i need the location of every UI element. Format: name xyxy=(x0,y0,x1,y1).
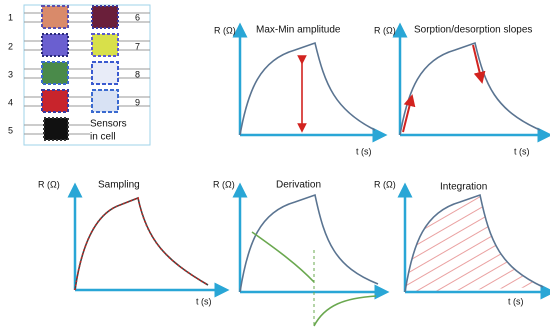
x-label: t (s) xyxy=(514,146,530,156)
response-curve xyxy=(74,196,209,291)
x-label: t (s) xyxy=(356,146,372,156)
panel-title: Sorption/desorption slopes xyxy=(414,25,532,36)
y-label: R (Ω) xyxy=(214,25,236,35)
panel: Max-Min amplitude R (Ω) t (s) xyxy=(214,22,388,156)
sensor xyxy=(41,33,69,57)
sensor-label: 5 xyxy=(8,125,13,135)
y-label: R (Ω) xyxy=(38,179,60,189)
panel-title: Max-Min amplitude xyxy=(256,25,341,36)
response-curve xyxy=(239,193,379,293)
response-curve xyxy=(399,41,541,136)
sensor xyxy=(91,61,119,85)
panel: Sampling R (Ω) t (s) xyxy=(38,179,230,306)
sensor-label: 7 xyxy=(135,41,140,51)
sensor-label: 3 xyxy=(8,69,13,79)
sample-points xyxy=(74,196,209,291)
y-label: R (Ω) xyxy=(374,179,396,189)
x-label: t (s) xyxy=(196,296,212,306)
panel: Sorption/desorption slopes R (Ω) t (s) xyxy=(374,22,550,156)
sensor xyxy=(41,5,69,29)
sensor xyxy=(41,89,69,113)
sensor xyxy=(91,89,119,113)
response-curve xyxy=(239,41,376,136)
y-label: R (Ω) xyxy=(374,25,396,35)
sensor xyxy=(91,33,119,57)
cell-caption: in cell xyxy=(90,132,116,143)
sensor-cell: 1 2 3 4 5 6 7 8 9 Sensors in cell xyxy=(8,4,151,146)
derivative-curve xyxy=(251,231,315,283)
sensor-label: 2 xyxy=(8,41,13,51)
panel: Derivation R (Ω) xyxy=(213,179,390,328)
sensor-label: 8 xyxy=(135,69,140,79)
sensor-label: 6 xyxy=(135,12,140,22)
y-label: R (Ω) xyxy=(213,179,235,189)
slope-arrow xyxy=(402,94,416,133)
cell-border xyxy=(23,4,151,146)
response-curve xyxy=(404,193,544,293)
sensor-label: 9 xyxy=(135,97,140,107)
sensor-label: 4 xyxy=(8,97,13,107)
sensor-label: 1 xyxy=(8,12,13,22)
x-label: t (s) xyxy=(508,296,524,306)
derivative-curve xyxy=(313,295,377,327)
panel: Integration R (Ω) t (s) xyxy=(374,179,550,306)
cell-caption: Sensors xyxy=(90,119,127,130)
sensor xyxy=(43,117,69,141)
sensor xyxy=(41,61,69,85)
sensor xyxy=(91,5,119,29)
integral-area xyxy=(405,195,543,292)
panel-title: Sampling xyxy=(98,180,140,191)
panel-title: Derivation xyxy=(276,180,321,191)
slope-arrow xyxy=(472,44,486,84)
panel-title: Integration xyxy=(440,182,487,193)
